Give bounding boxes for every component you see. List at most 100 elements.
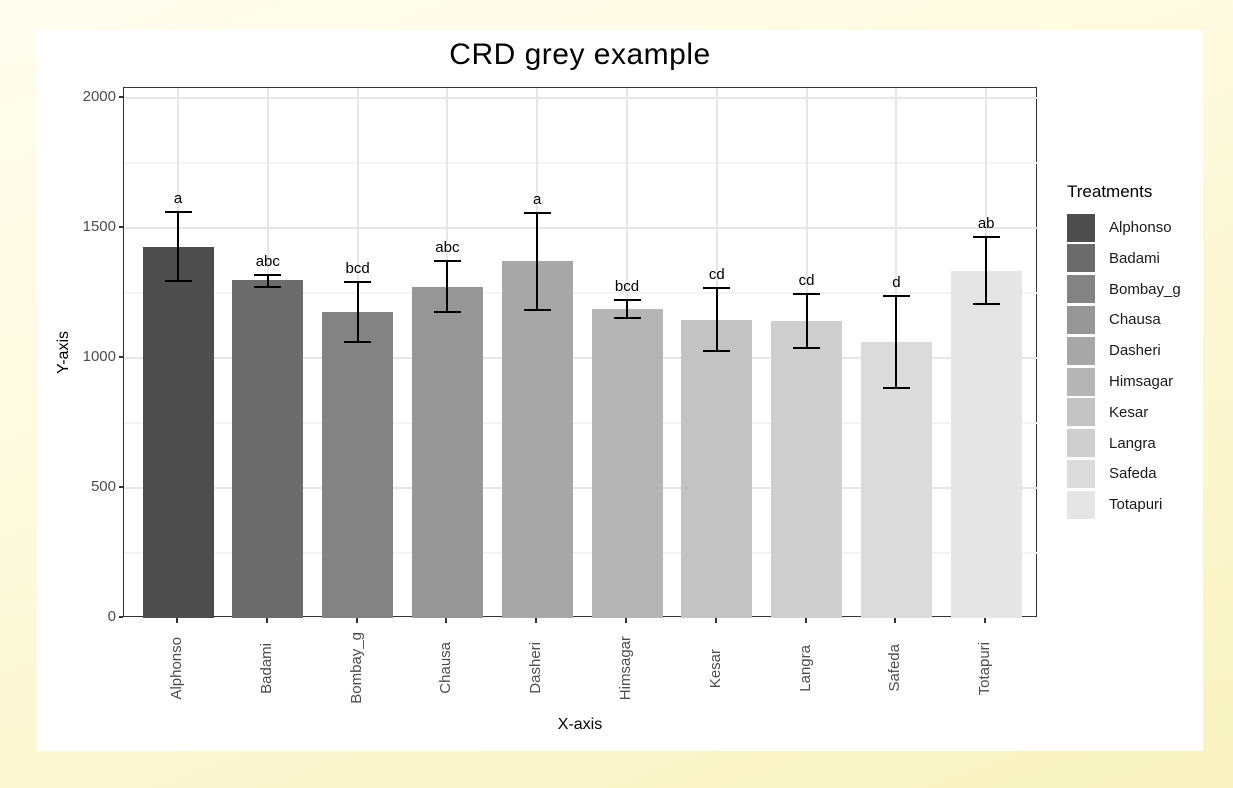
significance-letter: d [892, 273, 901, 291]
legend-item: Alphonso [1067, 213, 1172, 242]
error-bar-cap-bottom [793, 346, 821, 349]
x-tick-label: Safeda [886, 644, 904, 692]
legend-item: Langra [1067, 429, 1156, 458]
legend-swatch [1067, 275, 1095, 304]
legend-title: Treatments [1067, 182, 1153, 201]
plot-panel: a abc bcd abc a bcd cd cd d ab [123, 87, 1038, 618]
chart-title: CRD grey example [449, 38, 711, 71]
significance-letter: abc [255, 253, 280, 271]
x-tick [176, 618, 178, 623]
error-bar-cap-bottom [972, 303, 1000, 306]
bar-badami [232, 280, 304, 618]
bar-himsagar [591, 309, 663, 618]
error-bar-stem [985, 236, 988, 305]
bar-kesar [681, 319, 753, 618]
legend-swatch [1067, 336, 1095, 365]
error-bar-cap-bottom [523, 308, 551, 311]
x-tick-label: Himsagar [617, 636, 634, 701]
y-tick [119, 356, 123, 358]
error-bar-cap-bottom [882, 387, 910, 390]
legend-item: Himsagar [1067, 367, 1173, 396]
bar-dasheri [501, 261, 573, 618]
bar-alphonso [142, 246, 214, 618]
legend-item: Kesar [1067, 398, 1148, 427]
legend-swatch [1067, 490, 1095, 519]
significance-letter: cd [798, 272, 815, 290]
x-tick [984, 618, 987, 623]
x-tick [265, 618, 268, 623]
error-bar-cap-top [972, 235, 1000, 238]
y-tick [119, 616, 123, 618]
bar-totapuri [950, 270, 1022, 618]
error-bar-cap-bottom [703, 350, 731, 353]
y-tick-label: 1500 [82, 218, 116, 235]
legend-swatch [1067, 305, 1095, 334]
legend-label: Kesar [1109, 403, 1149, 421]
x-tick-label: Langra [796, 644, 814, 692]
y-tick [119, 96, 123, 98]
legend-label: Chausa [1109, 311, 1161, 329]
legend-label: Totapuri [1109, 496, 1163, 514]
significance-letter: bcd [614, 277, 640, 295]
gridline-major [124, 227, 1038, 229]
significance-letter: a [533, 190, 542, 208]
plot-canvas: CRD grey example a abc bcd abc a bcd cd cd d ab 0… [37, 30, 1203, 751]
error-bar-stem [536, 212, 539, 310]
legend-label: Alphonso [1109, 219, 1172, 236]
significance-letter: ab [977, 214, 995, 232]
gridline-minor [124, 552, 1038, 554]
error-bar-cap-top [164, 211, 192, 214]
y-tick-label: 0 [107, 608, 116, 625]
x-tick [894, 618, 897, 623]
error-bar-cap-top [882, 294, 910, 297]
error-bar-stem [177, 212, 179, 282]
legend-item: Bombay_g [1067, 275, 1181, 304]
significance-letter: bcd [345, 259, 370, 277]
legend-label: Himsagar [1109, 373, 1174, 390]
error-bar-cap-top [344, 280, 372, 283]
error-bar-cap-top [793, 293, 821, 296]
y-tick-label: 2000 [82, 88, 116, 105]
y-axis-title: Y-axis [55, 330, 72, 374]
legend-item: Dasheri [1067, 336, 1161, 365]
error-bar-stem [626, 299, 628, 319]
x-tick-label: Kesar [706, 648, 724, 688]
significance-letter: cd [708, 265, 725, 283]
legend-item: Safeda [1067, 459, 1157, 488]
error-bar-cap-top [433, 259, 461, 262]
legend-swatch [1067, 429, 1095, 458]
y-tick [119, 226, 123, 228]
x-tick-label: Dasheri [527, 642, 545, 694]
y-tick-label: 1000 [82, 348, 116, 365]
error-bar-cap-bottom [344, 340, 372, 343]
legend-label: Badami [1109, 249, 1160, 267]
x-tick-label: Alphonso [168, 636, 185, 700]
error-bar-cap-bottom [613, 317, 641, 320]
gridline-minor [124, 292, 1038, 294]
error-bar-cap-bottom [254, 286, 282, 289]
gridline-major [124, 97, 1038, 99]
x-tick [625, 618, 627, 623]
x-tick-label: Totapuri [976, 641, 994, 695]
x-tick [445, 618, 448, 623]
error-bar-stem [715, 287, 718, 352]
error-bar-stem [446, 260, 449, 313]
legend-swatch [1067, 367, 1095, 396]
x-axis-title: X-axis [557, 716, 603, 733]
bar-bombay_g [322, 311, 394, 618]
error-bar-cap-top [254, 274, 282, 277]
significance-letter: abc [435, 238, 460, 256]
legend-label: Dasheri [1109, 342, 1161, 360]
legend-label: Langra [1109, 434, 1156, 452]
y-tick [119, 486, 123, 488]
legend-swatch [1067, 459, 1095, 488]
legend-item: Totapuri [1067, 490, 1162, 519]
legend-label: Safeda [1109, 465, 1157, 483]
error-bar-stem [356, 281, 359, 342]
x-tick-label: Bombay_g [347, 632, 365, 704]
gridline-major [124, 357, 1038, 359]
error-bar-cap-top [613, 298, 641, 301]
bar-chausa [411, 286, 483, 618]
y-tick-label: 500 [90, 478, 116, 495]
